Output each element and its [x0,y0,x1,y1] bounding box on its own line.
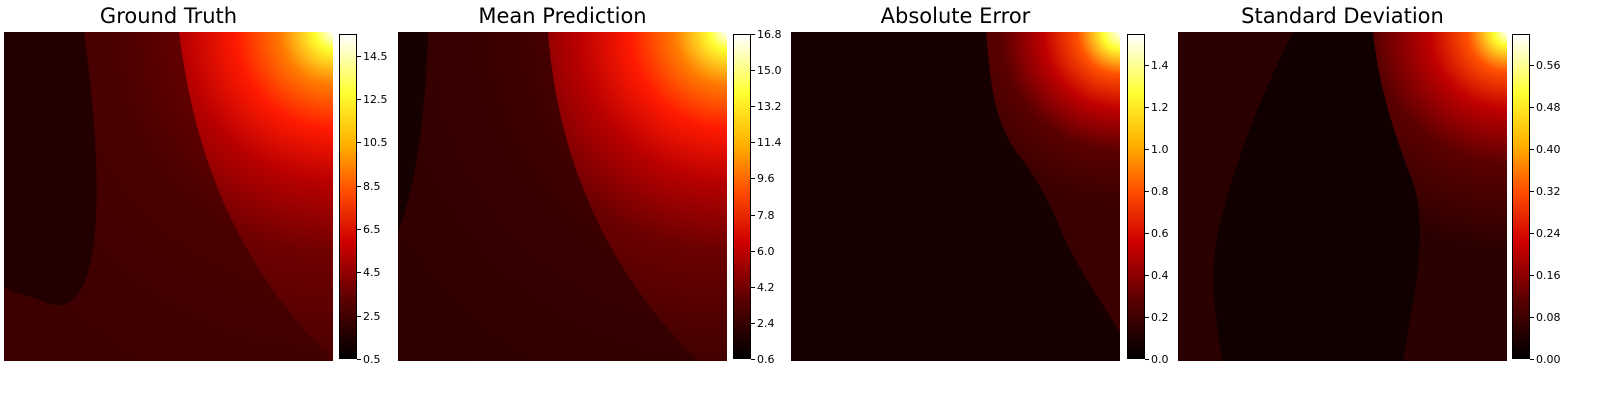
mean-prediction-low-region [398,32,428,232]
colorbar-tick-mark [1145,275,1149,276]
colorbar-tick-mark [751,142,755,143]
colorbar-tick-mark [1145,359,1149,360]
colorbar-tick-label: 0.6 [1151,227,1169,240]
title-standard-deviation: Standard Deviation [1241,4,1444,28]
colorbar-tick-mark [1145,191,1149,192]
colorbar-tick-mark [357,56,361,57]
colorbar-tick-mark [751,106,755,107]
colorbar-tick-label: 4.5 [363,266,381,279]
colorbar-tick-label: 0.00 [1536,353,1561,366]
standard-deviation-low-region [1213,32,1420,361]
title-ground-truth: Ground Truth [99,4,238,28]
colorbar-tick-label: 9.6 [757,172,775,185]
colorbar-tick-label: 2.4 [757,317,775,330]
colorbar-tick-label: 6.0 [757,245,775,258]
colorbar-tick-label: 0.40 [1536,143,1561,156]
colorbar-tick-label: 0.32 [1536,185,1561,198]
colorbar-tick-label: 0.48 [1536,101,1561,114]
heatmap-ground-truth [4,32,333,361]
colorbar-tick-label: 0.0 [1151,353,1169,366]
colorbar-tick-mark [751,323,755,324]
colorbar-tick-label: 7.8 [757,209,775,222]
colorbar-tick-mark [1530,233,1534,234]
colorbar-absolute-error [1127,34,1145,359]
colorbar-tick-label: 6.5 [363,223,381,236]
colorbar-tick-mark [1530,191,1534,192]
colorbar-tick-label: 0.56 [1536,59,1561,72]
colorbar-tick-mark [751,359,755,360]
colorbar-tick-mark [1530,65,1534,66]
colorbar-tick-mark [357,99,361,100]
colorbar-tick-label: 14.5 [363,50,388,63]
colorbar-tick-label: 1.2 [1151,101,1169,114]
colorbar-tick-mark [1145,233,1149,234]
colorbar-standard-deviation [1512,34,1530,359]
colorbar-tick-mark [357,142,361,143]
colorbar-tick-mark [357,359,361,360]
colorbar-tick-mark [1530,107,1534,108]
colorbar-tick-label: 0.6 [757,353,775,366]
colorbar-tick-mark [1145,317,1149,318]
colorbar-tick-label: 13.2 [757,100,782,113]
mean-prediction-low-band [398,32,698,361]
colorbar-tick-label: 10.5 [363,136,388,149]
colorbar-tick-mark [357,272,361,273]
colorbar-mean-prediction [733,34,751,359]
colorbar-tick-mark [357,229,361,230]
ground-truth-low-region [4,32,97,306]
colorbar-tick-mark [1530,149,1534,150]
colorbar-tick-label: 1.0 [1151,143,1169,156]
colorbar-tick-mark [751,215,755,216]
colorbar-tick-label: 2.5 [363,310,381,323]
colorbar-tick-label: 0.2 [1151,311,1169,324]
title-mean-prediction: Mean Prediction [478,4,647,28]
colorbar-tick-label: 12.5 [363,93,388,106]
colorbar-tick-mark [1530,359,1534,360]
heatmap-absolute-error [791,32,1120,361]
colorbar-tick-label: 4.2 [757,281,775,294]
heatmap-mean-prediction [398,32,727,361]
colorbar-tick-label: 0.4 [1151,269,1169,282]
colorbar-tick-mark [751,34,755,35]
colorbar-tick-mark [357,316,361,317]
colorbar-tick-mark [357,186,361,187]
colorbar-tick-mark [1145,107,1149,108]
colorbar-tick-label: 0.24 [1536,227,1561,240]
heatmap-standard-deviation [1178,32,1507,361]
colorbar-tick-mark [751,251,755,252]
absolute-error-low-region [791,32,1120,361]
colorbar-tick-label: 11.4 [757,136,782,149]
colorbar-tick-label: 8.5 [363,180,381,193]
colorbar-tick-mark [751,287,755,288]
colorbar-tick-label: 1.4 [1151,59,1169,72]
colorbar-tick-mark [1145,149,1149,150]
colorbar-tick-label: 0.08 [1536,311,1561,324]
colorbar-tick-mark [751,70,755,71]
colorbar-tick-label: 0.8 [1151,185,1169,198]
colorbar-tick-mark [1530,317,1534,318]
colorbar-tick-mark [751,178,755,179]
colorbar-tick-label: 16.8 [757,28,782,41]
colorbar-tick-label: 0.5 [363,353,381,366]
colorbar-tick-label: 15.0 [757,64,782,77]
colorbar-tick-mark [1145,65,1149,66]
colorbar-tick-mark [1530,275,1534,276]
title-absolute-error: Absolute Error [880,4,1031,28]
colorbar-tick-label: 0.16 [1536,269,1561,282]
colorbar-ground-truth [339,34,357,359]
